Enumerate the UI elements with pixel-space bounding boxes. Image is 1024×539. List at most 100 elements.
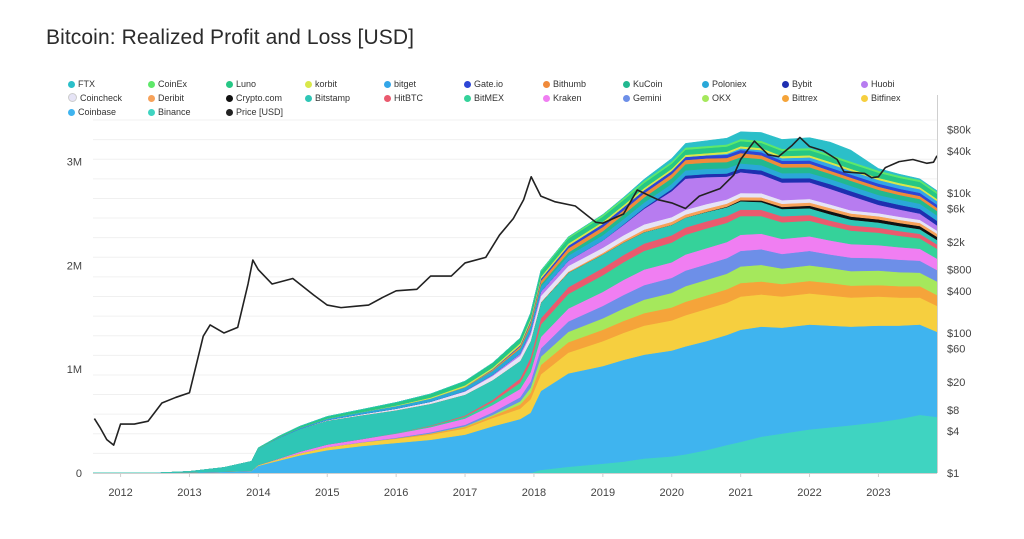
legend-label: CoinEx bbox=[158, 79, 188, 89]
stacked-areas bbox=[93, 131, 938, 474]
legend-item[interactable]: OKX bbox=[702, 93, 731, 103]
legend-item[interactable]: Deribit bbox=[148, 93, 184, 103]
y-left-tick-label: 3M bbox=[67, 157, 82, 169]
legend-item[interactable]: Gate.io bbox=[464, 79, 503, 89]
legend-swatch bbox=[226, 109, 233, 116]
legend-swatch bbox=[702, 95, 709, 102]
legend-item[interactable]: Bithumb bbox=[543, 79, 586, 89]
legend-item[interactable]: KuCoin bbox=[623, 79, 663, 89]
legend-swatch bbox=[226, 81, 233, 88]
legend-item[interactable]: Bitfinex bbox=[861, 93, 901, 103]
y-right-tick-label: $2k bbox=[947, 237, 965, 249]
y-right-tick-label: $80k bbox=[947, 125, 971, 137]
legend-label: Binance bbox=[158, 107, 191, 117]
legend-swatch bbox=[148, 95, 155, 102]
legend-item[interactable]: Poloniex bbox=[702, 79, 747, 89]
legend-swatch bbox=[305, 81, 312, 88]
legend-swatch bbox=[782, 81, 789, 88]
x-tick-label: 2012 bbox=[108, 487, 132, 499]
legend-label: OKX bbox=[712, 93, 732, 103]
legend-label: BitMEX bbox=[474, 93, 505, 103]
legend-item[interactable]: Price [USD] bbox=[226, 107, 283, 117]
legend-item[interactable]: Coincheck bbox=[68, 93, 122, 103]
legend-swatch bbox=[623, 95, 630, 102]
legend-label: KuCoin bbox=[633, 79, 663, 89]
legend-swatch bbox=[861, 95, 868, 102]
price-series-line bbox=[93, 136, 938, 446]
legend-item[interactable]: Bitstamp bbox=[305, 93, 350, 103]
legend-item[interactable]: HitBTC bbox=[384, 93, 423, 103]
legend-swatch bbox=[148, 109, 155, 116]
legend-swatch bbox=[68, 109, 75, 116]
legend-item[interactable]: Binance bbox=[148, 107, 191, 117]
y-right-tick-label: $60 bbox=[947, 343, 965, 355]
y-right-tick-label: $6k bbox=[947, 203, 965, 215]
legend-item[interactable]: Bybit bbox=[782, 79, 812, 89]
legend-label: Deribit bbox=[158, 93, 185, 103]
x-tick-label: 2020 bbox=[660, 487, 684, 499]
y-right-tick-label: $8 bbox=[947, 405, 959, 417]
y-right-tick-label: $1 bbox=[947, 468, 959, 480]
legend-label: Bitfinex bbox=[871, 93, 901, 103]
legend-swatch bbox=[305, 95, 312, 102]
x-tick-label: 2018 bbox=[522, 487, 546, 499]
x-tick-label: 2014 bbox=[246, 487, 270, 499]
legend-item[interactable]: BitMEX bbox=[464, 93, 504, 103]
y-right-tick-label: $40k bbox=[947, 146, 971, 158]
legend-item[interactable]: Bittrex bbox=[782, 93, 818, 103]
legend-swatch bbox=[702, 81, 709, 88]
y-left-tick-label: 2M bbox=[67, 260, 82, 272]
legend-swatch bbox=[148, 81, 155, 88]
legend-item[interactable]: CoinEx bbox=[148, 79, 187, 89]
x-tick-label: 2021 bbox=[728, 487, 752, 499]
legend-swatch bbox=[861, 81, 868, 88]
legend-swatch bbox=[782, 95, 789, 102]
legend-item[interactable]: Huobi bbox=[861, 79, 895, 89]
price-line bbox=[93, 136, 938, 446]
x-tick-label: 2022 bbox=[797, 487, 821, 499]
legend-swatch bbox=[464, 81, 471, 88]
legend-label: Bittrex bbox=[792, 93, 818, 103]
y-left-tick-label: 0 bbox=[76, 468, 82, 480]
legend-label: HitBTC bbox=[394, 93, 423, 103]
legend-label: bitget bbox=[394, 79, 417, 89]
legend-label: Huobi bbox=[871, 79, 895, 89]
legend-item[interactable]: korbit bbox=[305, 79, 337, 89]
legend-label: Price [USD] bbox=[236, 107, 284, 117]
chart-title: Bitcoin: Realized Profit and Loss [USD] bbox=[46, 26, 415, 49]
legend-swatch bbox=[226, 95, 233, 102]
legend-item[interactable]: bitget bbox=[384, 79, 416, 89]
legend-label: Coinbase bbox=[78, 107, 117, 117]
legend-item[interactable]: Coinbase bbox=[68, 107, 116, 117]
x-tick-label: 2016 bbox=[384, 487, 408, 499]
legend-item[interactable]: FTX bbox=[68, 79, 95, 89]
legend-label: Crypto.com bbox=[236, 93, 283, 103]
legend-item[interactable]: Luno bbox=[226, 79, 256, 89]
legend-label: Bybit bbox=[792, 79, 813, 89]
legend-label: Coincheck bbox=[80, 93, 123, 103]
y-right-tick-label: $800 bbox=[947, 265, 971, 277]
legend-label: Bitstamp bbox=[315, 93, 351, 103]
legend-label: Luno bbox=[236, 79, 257, 89]
x-tick-label: 2017 bbox=[453, 487, 477, 499]
y-right-tick-label: $100 bbox=[947, 328, 971, 340]
legend-swatch bbox=[68, 93, 77, 102]
legend-swatch bbox=[68, 81, 75, 88]
y-right-tick-label: $20 bbox=[947, 377, 965, 389]
legend-swatch bbox=[464, 95, 471, 102]
y-right-tick-label: $10k bbox=[947, 188, 971, 200]
legend-item[interactable]: Gemini bbox=[623, 93, 662, 103]
y-left-tick-label: 1M bbox=[67, 364, 82, 376]
legend-label: Kraken bbox=[553, 93, 582, 103]
legend-label: Gemini bbox=[633, 93, 662, 103]
legend-swatch bbox=[384, 95, 391, 102]
x-tick-label: 2023 bbox=[866, 487, 890, 499]
legend-item[interactable]: Kraken bbox=[543, 93, 582, 103]
x-tick-label: 2019 bbox=[591, 487, 615, 499]
legend-label: Poloniex bbox=[712, 79, 747, 89]
legend-swatch bbox=[623, 81, 630, 88]
legend-label: Bithumb bbox=[553, 79, 587, 89]
legend-item[interactable]: Crypto.com bbox=[226, 93, 282, 103]
legend-swatch bbox=[543, 95, 550, 102]
y-right-tick-label: $400 bbox=[947, 286, 971, 298]
